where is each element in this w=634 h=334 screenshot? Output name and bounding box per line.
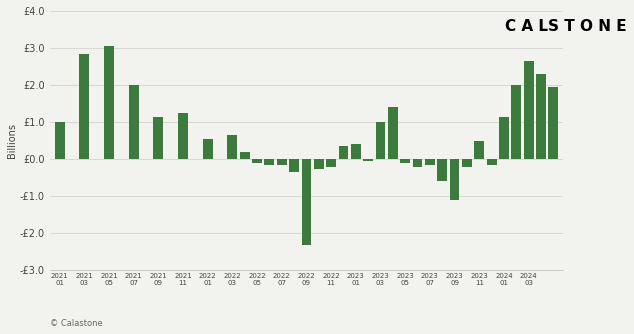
Bar [314,159,324,169]
Bar [400,159,410,163]
Bar [326,159,336,167]
Y-axis label: Billions: Billions [7,123,17,158]
Bar [450,159,460,200]
Bar [104,46,114,159]
Bar [536,74,546,159]
Bar [302,159,311,244]
Bar [252,159,262,163]
Bar [462,159,472,167]
Bar [375,122,385,159]
Bar [203,139,212,159]
Bar [228,135,237,159]
Text: © Calastone: © Calastone [49,319,103,328]
Bar [153,117,164,159]
Bar [79,53,89,159]
Bar [548,87,558,159]
Bar [425,159,435,165]
Bar [474,141,484,159]
Bar [178,113,188,159]
Bar [55,122,65,159]
Bar [524,61,534,159]
Bar [129,85,139,159]
Bar [264,159,275,165]
Bar [277,159,287,165]
Bar [487,159,496,165]
Text: S T O N E: S T O N E [548,19,626,34]
Bar [413,159,422,167]
Bar [339,146,349,159]
Bar [351,144,361,159]
Bar [499,117,509,159]
Bar [289,159,299,172]
Text: C A L: C A L [505,19,548,34]
Bar [437,159,447,181]
Bar [240,152,250,159]
Bar [388,107,398,159]
Bar [512,85,521,159]
Bar [363,159,373,161]
